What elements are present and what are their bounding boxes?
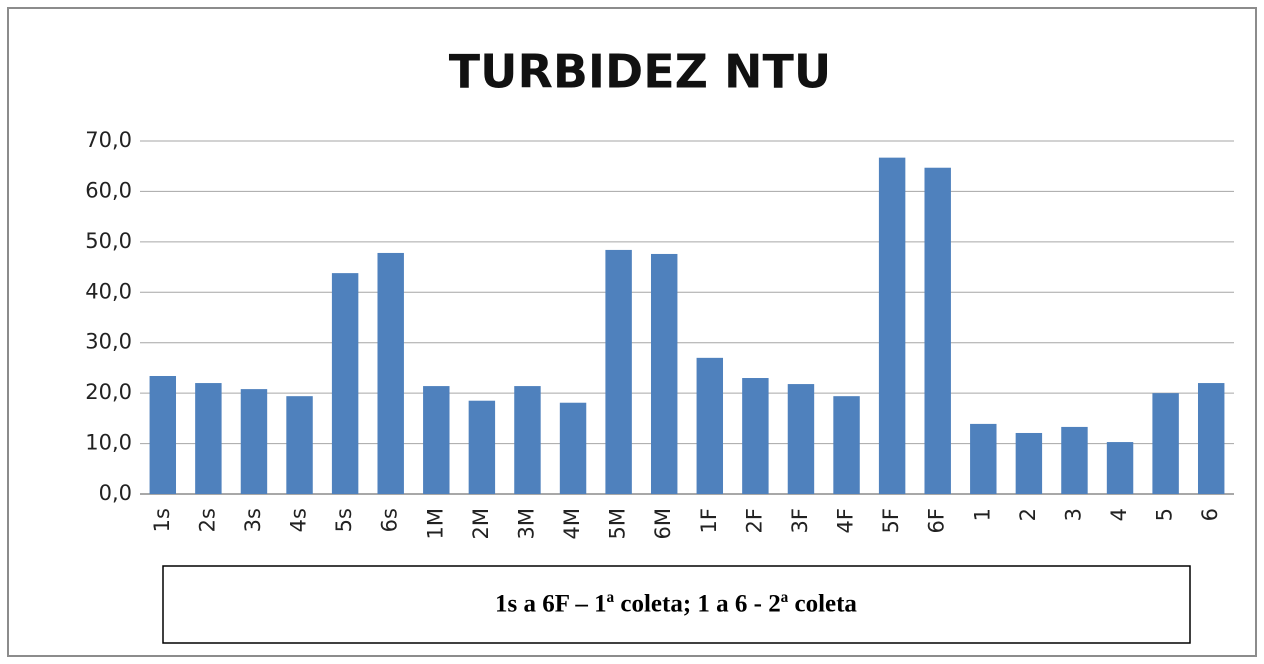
x-tick-label: 6F bbox=[925, 508, 949, 533]
y-tick-label: 50,0 bbox=[85, 229, 132, 253]
x-tick-label: 3 bbox=[1061, 508, 1085, 521]
bar bbox=[1152, 393, 1179, 494]
bar bbox=[559, 402, 587, 494]
x-tick-label: 5M bbox=[606, 508, 630, 539]
x-tick-label: 5 bbox=[1153, 508, 1177, 521]
bar bbox=[970, 423, 997, 494]
x-tick-label: 4F bbox=[834, 508, 858, 533]
x-tick-label: 3F bbox=[788, 508, 812, 533]
bar bbox=[1015, 432, 1043, 494]
bar bbox=[1197, 383, 1225, 494]
bar bbox=[924, 167, 951, 494]
y-tick-label: 70,0 bbox=[85, 128, 132, 152]
x-tick-label: 1 bbox=[970, 508, 994, 521]
x-tick-label: 2M bbox=[469, 508, 493, 539]
bar bbox=[377, 252, 404, 494]
x-tick-label: 2F bbox=[742, 508, 766, 533]
bar bbox=[878, 157, 906, 495]
bar bbox=[331, 273, 359, 494]
x-tick-label: 2 bbox=[1016, 508, 1040, 521]
bar bbox=[149, 375, 177, 494]
chart-title: TURBIDEZ NTU bbox=[449, 45, 832, 99]
x-tick-label: 1s bbox=[150, 508, 174, 532]
x-tick-label: 6s bbox=[378, 508, 402, 532]
bar bbox=[514, 386, 541, 494]
bar bbox=[650, 253, 678, 494]
bar bbox=[696, 357, 724, 494]
y-tick-label: 10,0 bbox=[85, 431, 132, 455]
bar bbox=[742, 378, 769, 494]
x-tick-label: 6M bbox=[651, 508, 675, 539]
annotation-box bbox=[162, 565, 1191, 644]
x-tick-label: 4 bbox=[1107, 508, 1131, 521]
y-tick-label: 60,0 bbox=[85, 178, 132, 202]
x-tick-label: 5s bbox=[332, 508, 356, 532]
bar bbox=[286, 396, 313, 494]
bar bbox=[423, 386, 450, 494]
bar bbox=[1106, 442, 1134, 494]
x-tick-label: 4s bbox=[287, 508, 311, 532]
annotation: 1s a 6F – 1ª coleta; 1 a 6 - 2ª coleta bbox=[495, 591, 857, 618]
bar bbox=[195, 383, 222, 494]
x-tick-label: 3s bbox=[241, 508, 265, 532]
y-tick-label: 40,0 bbox=[85, 279, 132, 303]
x-tick-label: 1M bbox=[423, 508, 447, 539]
bar bbox=[787, 384, 815, 494]
x-tick-label: 5F bbox=[879, 508, 903, 533]
bar bbox=[1061, 426, 1088, 494]
bar bbox=[605, 249, 632, 494]
y-tick-label: 20,0 bbox=[85, 380, 132, 404]
y-tick-label: 30,0 bbox=[85, 330, 132, 354]
x-tick-label: 4M bbox=[560, 508, 584, 539]
x-tick-label: 6 bbox=[1198, 508, 1222, 521]
bar bbox=[833, 396, 860, 494]
y-tick-label: 0,0 bbox=[99, 481, 132, 505]
bar bbox=[468, 400, 496, 494]
x-tick-label: 2s bbox=[195, 508, 219, 532]
x-tick-label: 3M bbox=[514, 508, 538, 539]
bar bbox=[240, 389, 268, 494]
x-tick-label: 1F bbox=[697, 508, 721, 533]
chart-border bbox=[7, 7, 1257, 657]
